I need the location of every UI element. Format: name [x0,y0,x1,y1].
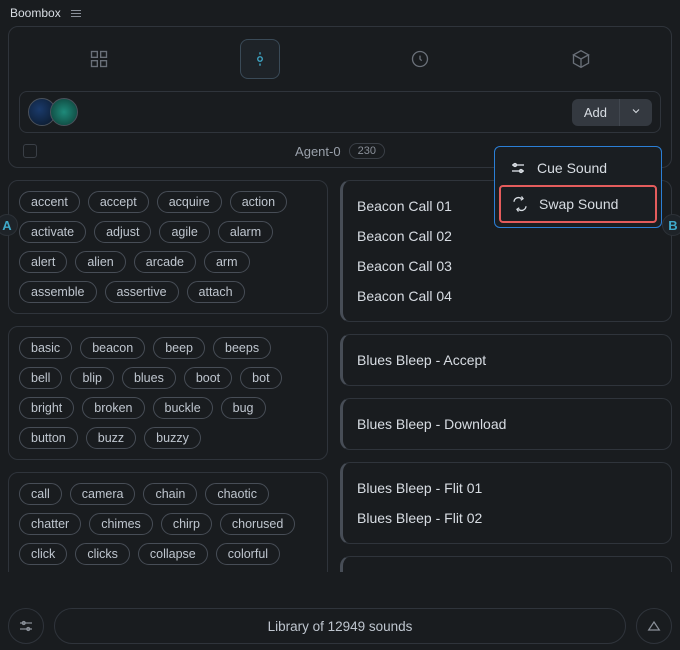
tag[interactable]: assemble [19,281,97,303]
tag[interactable]: accent [19,191,80,213]
tag[interactable]: chain [143,483,197,505]
top-nav [19,37,661,81]
add-dropdown: Cue Sound Swap Sound [494,146,662,228]
settings-button[interactable] [8,608,44,644]
nav-timer-button[interactable] [400,39,440,79]
grid-icon [89,49,109,69]
sliders-icon [509,159,527,177]
tag[interactable]: bright [19,397,74,419]
footer: Library of 12949 sounds [8,608,672,644]
dropdown-item-label: Swap Sound [539,196,618,212]
tag[interactable]: chorused [220,513,295,535]
sound-group: Blues Bleep - Accept [340,334,672,386]
library-bar[interactable]: Library of 12949 sounds [54,608,626,644]
dropdown-item[interactable]: Swap Sound [499,185,657,223]
tag[interactable]: alien [75,251,125,273]
tag[interactable]: action [230,191,287,213]
swap-icon [511,195,529,213]
tag-group: call camera chain chaotic chatter chimes chirp… [8,472,328,572]
tag[interactable]: bell [19,367,62,389]
tag[interactable]: buzzy [144,427,201,449]
menu-icon[interactable] [71,10,81,17]
tag[interactable]: bot [240,367,281,389]
sound-item[interactable]: Blues Bleep - Flit 02 [357,503,657,533]
agent-count-badge: 230 [349,143,385,159]
nav-grid-button[interactable] [79,39,119,79]
avatar[interactable] [50,98,78,126]
collapse-button[interactable] [636,608,672,644]
tag[interactable]: alarm [218,221,273,243]
tag[interactable]: assertive [105,281,179,303]
sound-item[interactable]: Beacon Call 04 [357,281,657,311]
agent-checkbox[interactable] [23,144,37,158]
tag[interactable]: blues [122,367,176,389]
focus-icon [251,50,269,68]
sound-group: Blues Bleep - Input [340,556,672,572]
tag[interactable]: blip [70,367,113,389]
tag-column: accentacceptacquireactionactivateadjusta… [8,180,328,572]
add-caret[interactable] [619,99,652,126]
tag[interactable]: agile [159,221,209,243]
side-label-b[interactable]: B [662,214,680,236]
app-title: Boombox [10,6,61,20]
sound-group: Blues Bleep - Download [340,398,672,450]
triangle-up-icon [646,618,662,634]
tag[interactable]: activate [19,221,86,243]
tag[interactable]: click [19,543,67,565]
tag[interactable]: basic [19,337,72,359]
dropdown-item-label: Cue Sound [537,160,607,176]
tag[interactable]: arcade [134,251,196,273]
sound-group: Blues Bleep - Flit 01Blues Bleep - Flit … [340,462,672,544]
cube-icon [571,49,591,69]
tag[interactable]: adjust [94,221,151,243]
tag[interactable]: buckle [153,397,213,419]
tag[interactable]: alert [19,251,67,273]
tag[interactable]: chimes [89,513,153,535]
tag[interactable]: arm [204,251,250,273]
tag[interactable]: camera [70,483,136,505]
sound-item[interactable]: Blues Bleep - Input [357,567,657,572]
add-button[interactable]: Add [572,99,652,126]
tag[interactable]: beep [153,337,205,359]
tag[interactable]: colorful [216,543,280,565]
avatar-row: Add [19,91,661,133]
tag[interactable]: bug [221,397,266,419]
sound-item[interactable]: Beacon Call 03 [357,251,657,281]
tag[interactable]: call [19,483,62,505]
tag[interactable]: beeps [213,337,271,359]
tag[interactable]: boot [184,367,232,389]
chevron-down-icon [630,105,642,117]
sound-item[interactable]: Blues Bleep - Accept [357,345,657,375]
tag-group: basic beacon beep beeps bell blip blues bootbot… [8,326,328,460]
tag[interactable]: beacon [80,337,145,359]
tag[interactable]: accept [88,191,149,213]
tag[interactable]: button [19,427,78,449]
tag[interactable]: broken [82,397,144,419]
sliders-icon [17,617,35,635]
sound-item[interactable]: Blues Bleep - Download [357,409,657,439]
tag[interactable]: chirp [161,513,212,535]
timer-icon [410,49,430,69]
sound-column: Beacon Call 01Beacon Call 02Beacon Call … [340,180,672,572]
sound-item[interactable]: Blues Bleep - Flit 01 [357,473,657,503]
add-button-label: Add [572,99,619,126]
agent-name: Agent-0 [295,144,341,159]
tag[interactable]: clicks [75,543,130,565]
tag[interactable]: chaotic [205,483,269,505]
tag[interactable]: attach [187,281,245,303]
tag[interactable]: buzz [86,427,136,449]
nav-focus-button[interactable] [240,39,280,79]
tag[interactable]: collapse [138,543,208,565]
library-text: Library of 12949 sounds [268,619,413,634]
tag[interactable]: chatter [19,513,81,535]
tag-group: accentacceptacquireactionactivateadjusta… [8,180,328,314]
nav-package-button[interactable] [561,39,601,79]
dropdown-item[interactable]: Cue Sound [499,151,657,185]
tag[interactable]: acquire [157,191,222,213]
